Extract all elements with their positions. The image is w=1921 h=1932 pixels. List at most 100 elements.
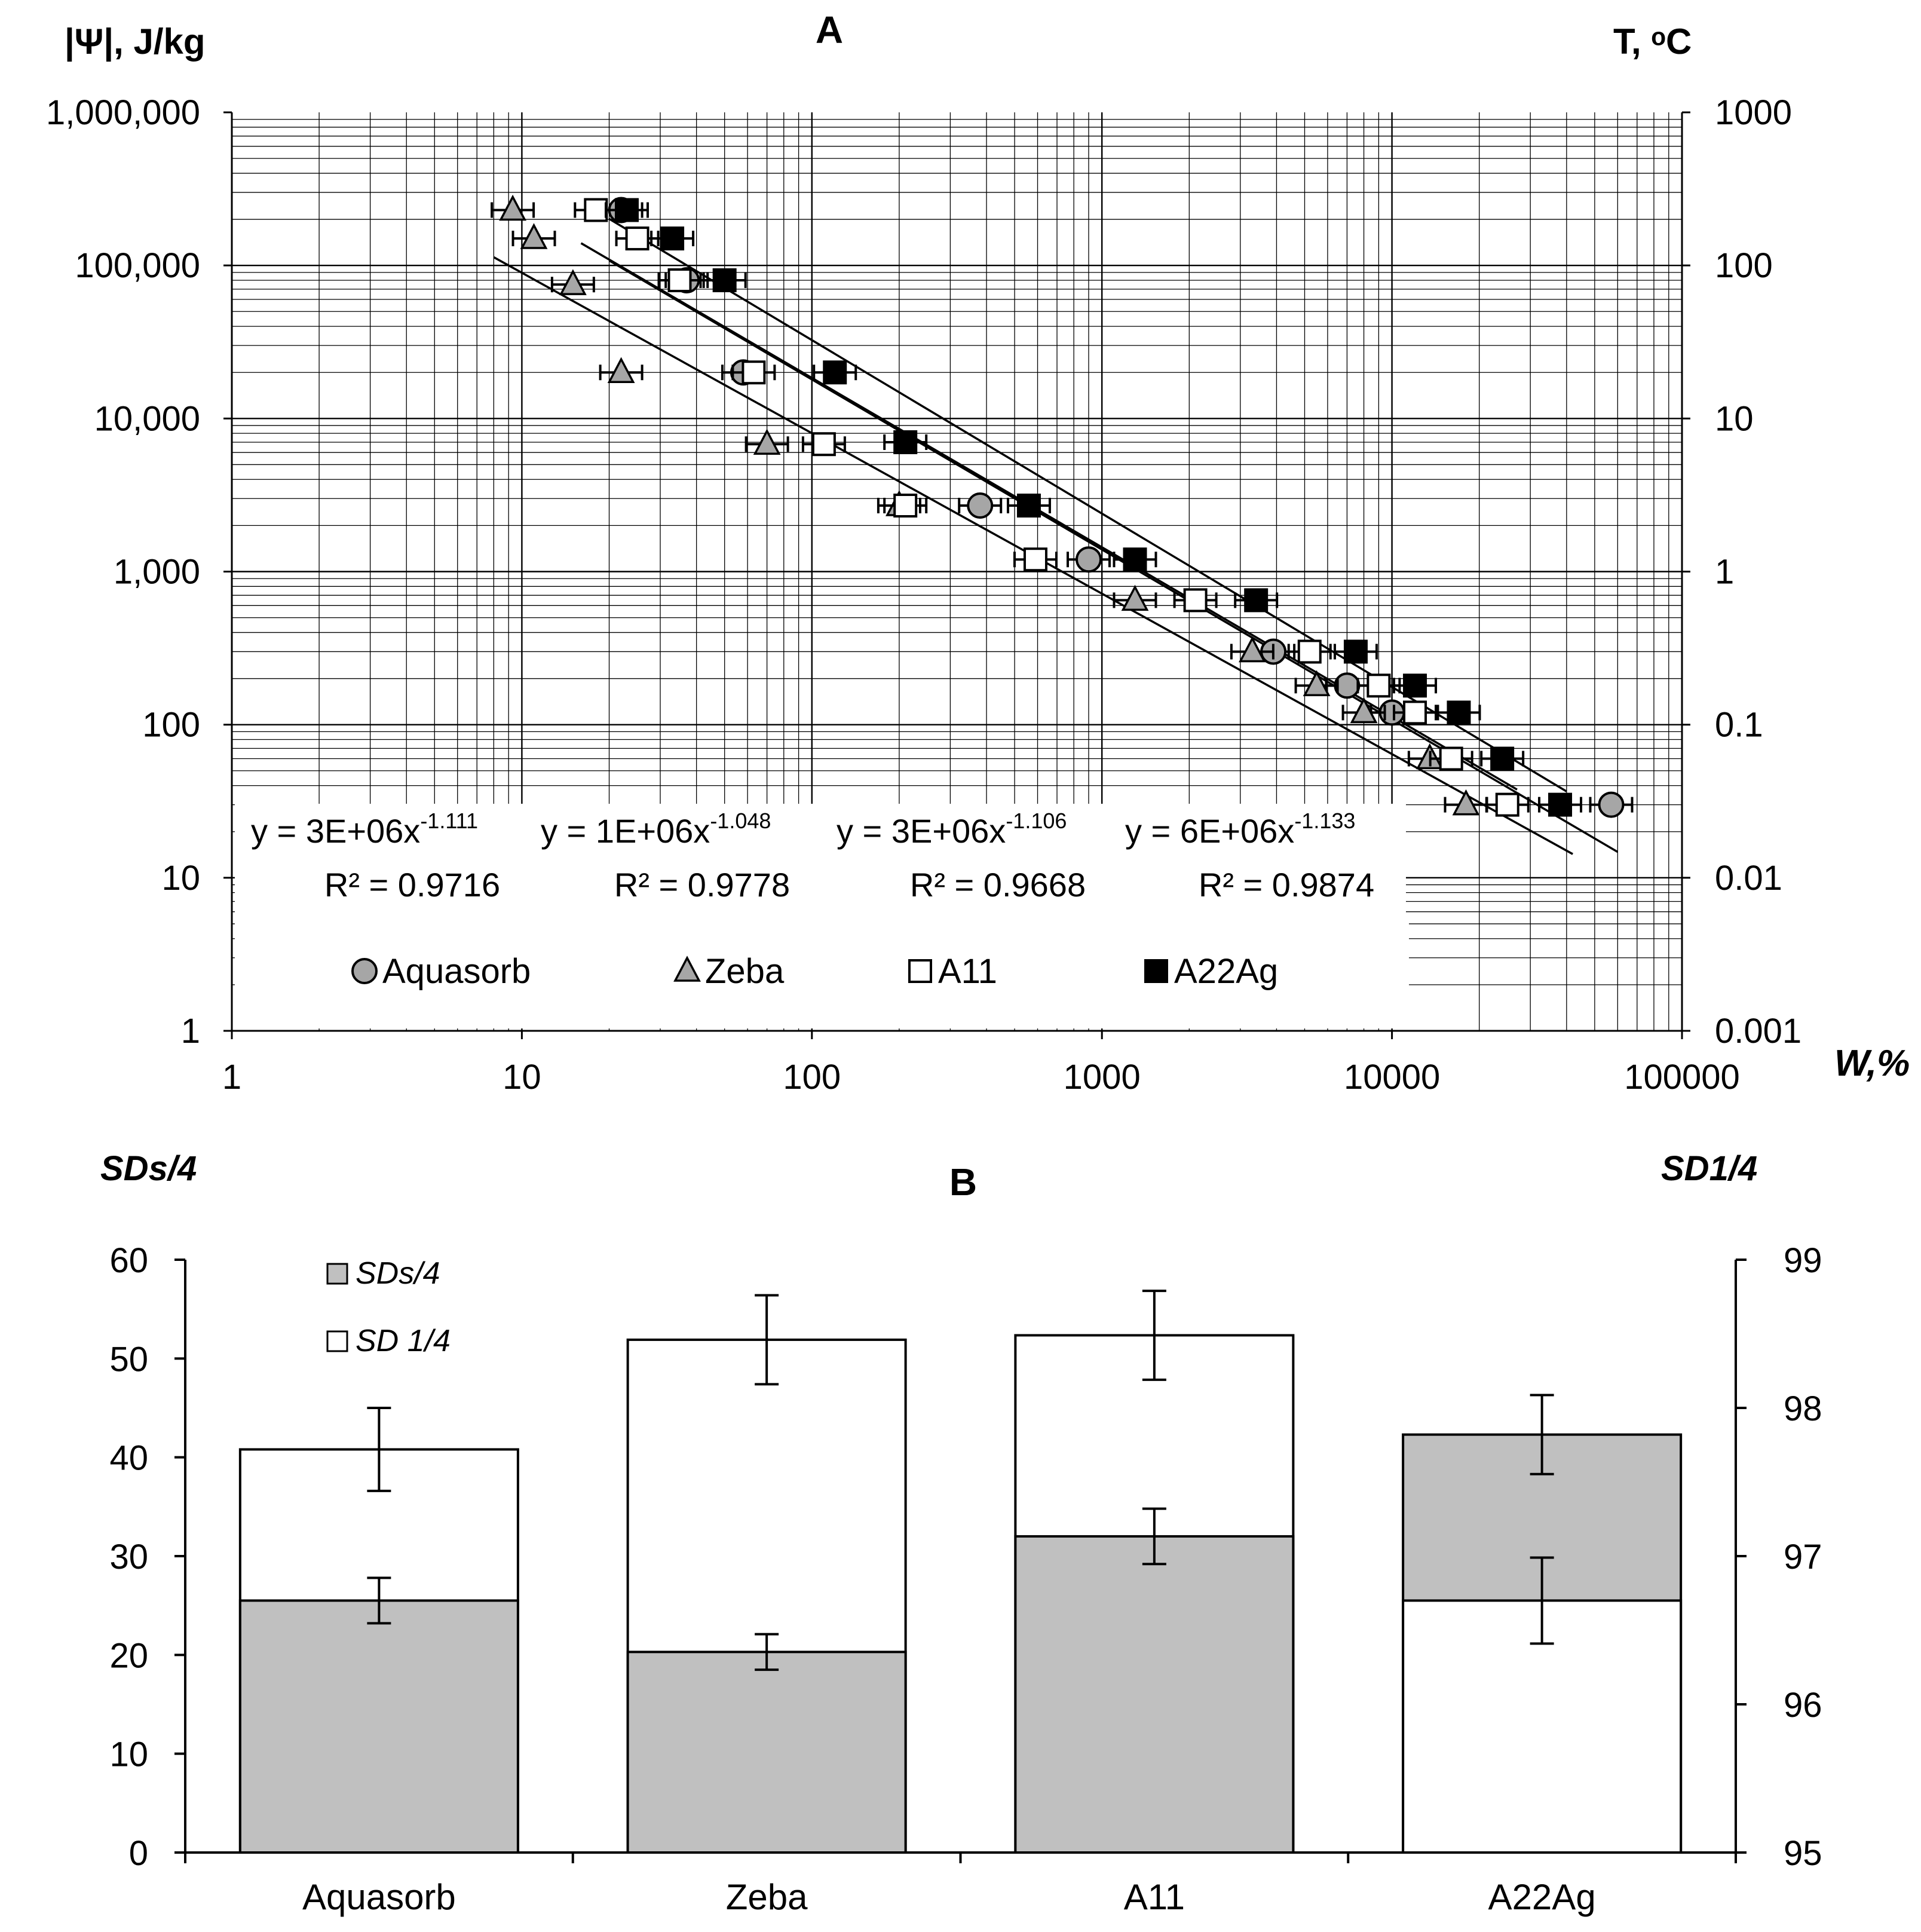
- legend-marker-a11: [908, 959, 932, 983]
- y-axis-title-right: SD1/4: [1661, 1149, 1757, 1188]
- fit-equation-exponent: -1.106: [1006, 809, 1067, 833]
- y-tick-label: 60: [109, 1241, 148, 1280]
- point-a22ag: [712, 268, 737, 292]
- legend-label-zeba: Zeba: [705, 952, 785, 991]
- point-a11: [1403, 700, 1427, 725]
- y-tick-label: 20: [109, 1636, 148, 1675]
- fit-equation-a22ag: y = 6E+06x-1.133: [1125, 809, 1355, 850]
- bar-sds: [626, 1651, 907, 1854]
- fit-equation-aquasorb: y = 3E+06x-1.111: [251, 809, 478, 850]
- point-a11: [1367, 673, 1391, 698]
- fit-r2-zeba: R² = 0.9778: [614, 866, 790, 904]
- legend-label-a22ag: A22Ag: [1174, 952, 1278, 991]
- fit-equation-exponent: -1.048: [710, 809, 771, 833]
- legend-marker-aquasorb: [351, 958, 378, 984]
- point-a22ag: [1123, 547, 1147, 572]
- legend-label-sds: SDs/4: [356, 1256, 440, 1291]
- y2-tick-label: 99: [1784, 1241, 1822, 1280]
- fit-equation-base: y = 6E+06x: [1125, 812, 1294, 850]
- panel-b-label: B: [949, 1161, 977, 1204]
- fit-equation-exponent: -1.133: [1294, 809, 1355, 833]
- point-a11: [1297, 639, 1322, 664]
- point-aquasorb: [967, 492, 994, 519]
- point-zeba: [1350, 697, 1378, 724]
- point-a11: [1495, 792, 1519, 817]
- point-a11: [1439, 746, 1463, 771]
- y-tick-label: 50: [109, 1340, 148, 1379]
- x-axis-title: W,%: [1834, 1043, 1910, 1084]
- point-zeba: [1238, 636, 1266, 663]
- point-zeba: [753, 428, 781, 455]
- point-a22ag: [1490, 746, 1515, 771]
- point-a22ag: [1403, 673, 1427, 698]
- category-label: A22Ag: [1488, 1877, 1596, 1917]
- fit-equation-exponent: -1.111: [420, 809, 478, 833]
- point-zeba: [1121, 584, 1149, 611]
- y2-tick-label: 0.001: [1715, 1012, 1801, 1051]
- point-a11: [1183, 588, 1208, 613]
- bar-sds: [238, 1599, 519, 1854]
- point-a11: [584, 198, 608, 222]
- point-zeba: [1452, 789, 1480, 816]
- y-axis-title-left: |Ψ|, J/kg: [65, 22, 206, 62]
- point-zeba: [559, 269, 587, 295]
- point-a11: [625, 226, 649, 251]
- y2-tick-label: 1000: [1715, 93, 1792, 132]
- point-zeba: [499, 194, 527, 221]
- legend-label-sd1: SD 1/4: [356, 1324, 451, 1358]
- y-tick-label: 40: [109, 1439, 148, 1478]
- point-a11: [667, 268, 692, 292]
- y2-tick-label: 100: [1715, 246, 1773, 285]
- fit-r2-a22ag: R² = 0.9874: [1199, 866, 1374, 904]
- y-tick-label: 1: [181, 1012, 200, 1051]
- legend-marker-a22ag: [1144, 959, 1168, 983]
- y2-tick-label: 0.01: [1715, 859, 1782, 898]
- legend-marker-sds: [326, 1263, 348, 1285]
- point-a11: [742, 360, 766, 385]
- y2-tick-label: 97: [1784, 1538, 1822, 1576]
- point-a22ag: [614, 198, 639, 222]
- y2-tick-label: 96: [1784, 1686, 1822, 1725]
- y2-tick-label: 98: [1784, 1389, 1822, 1428]
- panel-a-chart: 1 10 100 1000 10000 1000001101001,00010,00010…: [46, 8, 1910, 1097]
- panel-a-label: A: [816, 8, 843, 51]
- point-zeba: [1303, 670, 1331, 697]
- category-label: Zeba: [726, 1877, 808, 1917]
- bars: [238, 1290, 1683, 1854]
- legend-label-aquasorb: Aquasorb: [382, 952, 531, 991]
- y-tick-label: 10: [109, 1735, 148, 1774]
- fit-equation-zeba: y = 1E+06x-1.048: [541, 809, 771, 850]
- y-tick-label: 100,000: [75, 246, 200, 285]
- fit-equation-base: y = 1E+06x: [541, 812, 710, 850]
- point-aquasorb: [1598, 791, 1625, 818]
- bar-sds: [1014, 1535, 1295, 1854]
- x-tick-label: 1: [222, 1058, 241, 1097]
- point-zeba: [607, 357, 635, 383]
- point-a22ag: [1244, 588, 1269, 613]
- y-tick-label: 1,000,000: [46, 93, 200, 132]
- point-zeba: [520, 223, 548, 249]
- fit-equation-base: y = 3E+06x: [251, 812, 420, 850]
- y-tick-label: 10: [161, 859, 200, 898]
- point-a22ag: [1016, 493, 1041, 518]
- y2-tick-label: 0.1: [1715, 706, 1763, 745]
- panel-b-chart: 0 10 20 30 40 50 60 95 96 97 98 99 Aquasorb Zeba A11 A2…: [100, 1149, 1822, 1917]
- point-a22ag: [893, 430, 918, 455]
- point-a11: [893, 493, 918, 518]
- x-tick-label: 100: [783, 1058, 841, 1097]
- point-a22ag: [660, 226, 685, 251]
- x-tick-label: 10000: [1344, 1058, 1440, 1097]
- x-tick-label: 1000: [1064, 1058, 1141, 1097]
- y2-tick-label: 1: [1715, 553, 1734, 592]
- y-tick-label: 30: [109, 1538, 148, 1576]
- legend-marker-zeba: [673, 956, 701, 982]
- x-tick-label: 100000: [1624, 1058, 1740, 1097]
- y2-tick-label: 10: [1715, 399, 1754, 438]
- trendline-a11: [580, 242, 1518, 791]
- y-axis-title-right: T, ᵒC: [1613, 22, 1692, 62]
- legend-marker-sd1: [326, 1330, 348, 1352]
- point-a22ag: [1343, 639, 1368, 664]
- fit-equation-a11: y = 3E+06x-1.106: [837, 809, 1067, 850]
- point-a22ag: [823, 360, 847, 385]
